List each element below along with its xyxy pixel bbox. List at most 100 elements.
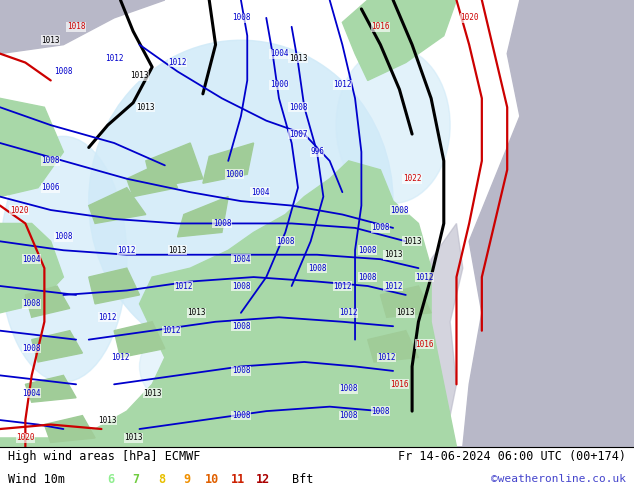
Text: 1008: 1008 bbox=[231, 322, 250, 331]
Text: 1012: 1012 bbox=[377, 353, 396, 362]
Text: 1000: 1000 bbox=[225, 170, 244, 179]
Text: 1020: 1020 bbox=[10, 205, 29, 215]
Text: 1012: 1012 bbox=[105, 53, 124, 63]
Text: 1013: 1013 bbox=[41, 36, 60, 45]
Text: 996: 996 bbox=[310, 147, 324, 156]
Text: 1008: 1008 bbox=[390, 205, 409, 215]
Text: 1008: 1008 bbox=[22, 299, 41, 308]
Text: 1008: 1008 bbox=[276, 237, 295, 246]
Polygon shape bbox=[0, 161, 456, 447]
Text: 1013: 1013 bbox=[384, 250, 403, 259]
Polygon shape bbox=[203, 143, 254, 183]
Polygon shape bbox=[0, 223, 63, 313]
Text: 11: 11 bbox=[231, 473, 245, 486]
Text: 1012: 1012 bbox=[333, 80, 352, 89]
Text: 1007: 1007 bbox=[288, 129, 307, 139]
Text: 1013: 1013 bbox=[168, 246, 187, 255]
Polygon shape bbox=[127, 161, 178, 196]
Text: 1016: 1016 bbox=[371, 23, 390, 31]
Text: 12: 12 bbox=[256, 473, 270, 486]
Polygon shape bbox=[32, 331, 82, 362]
Text: 1008: 1008 bbox=[307, 264, 327, 272]
Text: 1012: 1012 bbox=[117, 246, 136, 255]
Text: ©weatheronline.co.uk: ©weatheronline.co.uk bbox=[491, 474, 626, 484]
Polygon shape bbox=[368, 331, 418, 362]
Text: 1004: 1004 bbox=[231, 255, 250, 264]
Text: 1008: 1008 bbox=[54, 232, 73, 242]
Polygon shape bbox=[342, 0, 456, 80]
Ellipse shape bbox=[89, 40, 393, 362]
Text: 1008: 1008 bbox=[371, 223, 390, 232]
Text: Bft: Bft bbox=[292, 473, 313, 486]
Text: 1012: 1012 bbox=[339, 308, 358, 318]
Text: 1008: 1008 bbox=[358, 272, 377, 282]
Polygon shape bbox=[456, 0, 634, 447]
Text: 1008: 1008 bbox=[54, 67, 73, 76]
Text: 1020: 1020 bbox=[460, 13, 479, 23]
Text: 1008: 1008 bbox=[41, 156, 60, 166]
Text: 1020: 1020 bbox=[16, 434, 35, 442]
Polygon shape bbox=[146, 143, 203, 188]
Text: 9: 9 bbox=[183, 473, 191, 486]
Text: 1013: 1013 bbox=[136, 103, 155, 112]
Text: 8: 8 bbox=[158, 473, 165, 486]
Text: 1012: 1012 bbox=[111, 353, 130, 362]
Text: 1008: 1008 bbox=[288, 103, 307, 112]
Polygon shape bbox=[425, 223, 463, 447]
Text: 1012: 1012 bbox=[162, 326, 181, 335]
Polygon shape bbox=[89, 188, 146, 223]
Polygon shape bbox=[44, 416, 95, 442]
Text: 1012: 1012 bbox=[384, 281, 403, 291]
Text: 1013: 1013 bbox=[130, 72, 149, 80]
Text: 1008: 1008 bbox=[339, 411, 358, 420]
Text: 1016: 1016 bbox=[390, 380, 409, 389]
Text: 1008: 1008 bbox=[231, 367, 250, 375]
Text: 1013: 1013 bbox=[98, 416, 117, 424]
Text: High wind areas [hPa] ECMWF: High wind areas [hPa] ECMWF bbox=[8, 450, 200, 463]
Polygon shape bbox=[25, 286, 70, 318]
Text: 1008: 1008 bbox=[22, 344, 41, 353]
Ellipse shape bbox=[0, 136, 127, 382]
Text: 1008: 1008 bbox=[231, 281, 250, 291]
Text: 1018: 1018 bbox=[67, 23, 86, 31]
Text: 6: 6 bbox=[107, 473, 115, 486]
Polygon shape bbox=[0, 0, 165, 53]
Text: 1012: 1012 bbox=[174, 281, 193, 291]
Polygon shape bbox=[178, 196, 228, 237]
Text: 1008: 1008 bbox=[212, 219, 231, 228]
Text: 1012: 1012 bbox=[333, 281, 352, 291]
Polygon shape bbox=[114, 322, 165, 358]
Text: 1013: 1013 bbox=[143, 389, 162, 398]
Text: 1013: 1013 bbox=[403, 237, 422, 246]
Polygon shape bbox=[25, 375, 76, 402]
Text: 1004: 1004 bbox=[22, 255, 41, 264]
Text: 1012: 1012 bbox=[415, 272, 434, 282]
Polygon shape bbox=[0, 98, 63, 196]
Text: 7: 7 bbox=[133, 473, 140, 486]
Text: 1013: 1013 bbox=[124, 434, 143, 442]
Ellipse shape bbox=[139, 299, 393, 434]
Text: 1006: 1006 bbox=[41, 183, 60, 192]
Polygon shape bbox=[89, 268, 139, 304]
Text: 1013: 1013 bbox=[187, 308, 206, 318]
Text: 1016: 1016 bbox=[415, 340, 434, 348]
Text: 1008: 1008 bbox=[371, 407, 390, 416]
Ellipse shape bbox=[336, 47, 450, 203]
Text: 1000: 1000 bbox=[269, 80, 288, 89]
Text: 1004: 1004 bbox=[269, 49, 288, 58]
Text: 1008: 1008 bbox=[231, 411, 250, 420]
Polygon shape bbox=[380, 286, 431, 318]
Text: Wind 10m: Wind 10m bbox=[8, 473, 65, 486]
Text: 1008: 1008 bbox=[231, 13, 250, 23]
Text: 1022: 1022 bbox=[403, 174, 422, 183]
Text: 1008: 1008 bbox=[339, 384, 358, 393]
Text: 1012: 1012 bbox=[168, 58, 187, 67]
Text: Fr 14-06-2024 06:00 UTC (00+174): Fr 14-06-2024 06:00 UTC (00+174) bbox=[398, 450, 626, 463]
Text: 1004: 1004 bbox=[250, 188, 269, 196]
Text: 1013: 1013 bbox=[288, 53, 307, 63]
Text: 1013: 1013 bbox=[396, 308, 415, 318]
Text: 1008: 1008 bbox=[358, 246, 377, 255]
Text: 1004: 1004 bbox=[22, 389, 41, 398]
Text: 1012: 1012 bbox=[98, 313, 117, 322]
Text: 10: 10 bbox=[205, 473, 219, 486]
